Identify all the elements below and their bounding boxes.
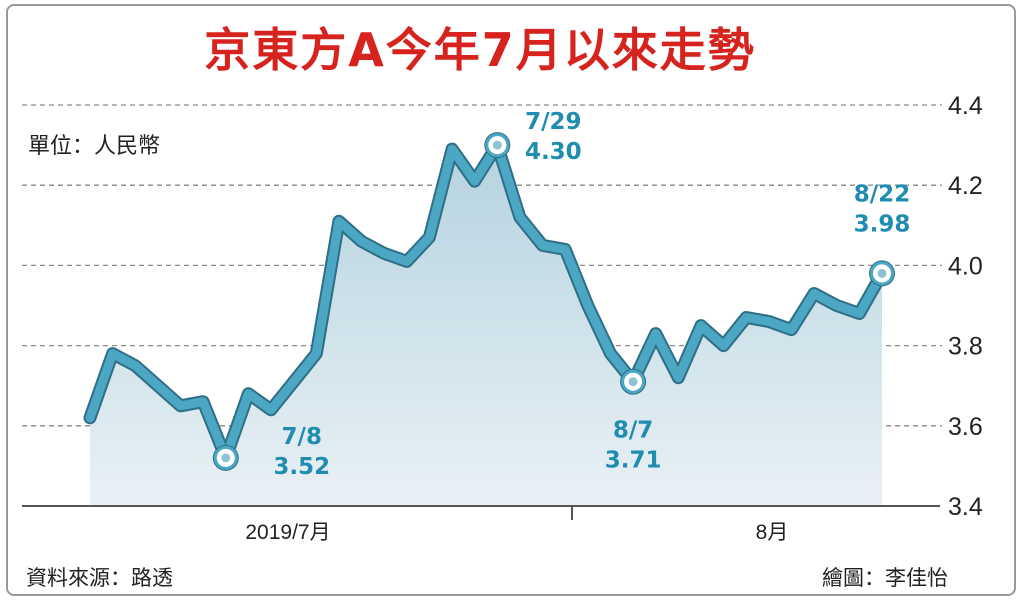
annotation-value: 3.98	[854, 211, 911, 237]
annotation-marker-dot	[221, 453, 231, 463]
area-fill-layer	[90, 145, 882, 506]
source-note: 資料來源：路透	[26, 566, 173, 590]
y-tick-label: 3.6	[948, 413, 983, 441]
annotation-value: 4.30	[525, 139, 582, 165]
annotation-value: 3.71	[605, 448, 662, 474]
y-tick-label: 4.0	[948, 252, 983, 280]
annotation-marker-dot	[492, 140, 502, 150]
y-axis-ticks: 4.4 4.2 4.0 3.8 3.6 3.4	[948, 92, 983, 521]
y-tick-label: 3.4	[948, 493, 983, 521]
chart-title: 京東方A今年7月以來走勢	[204, 23, 756, 77]
annotation-date: 8/7	[613, 418, 653, 444]
series-area	[90, 145, 882, 506]
x-axis-ticks: 2019/7月 8月	[245, 521, 788, 544]
y-tick-label: 3.8	[948, 333, 983, 361]
y-tick-label: 4.4	[948, 92, 983, 120]
y-tick-label: 4.2	[948, 172, 983, 200]
annotation-value: 3.52	[273, 454, 330, 480]
unit-label: 單位：人民幣	[28, 134, 161, 159]
annotation-marker-dot	[877, 268, 887, 278]
annotation-date: 8/22	[854, 181, 910, 207]
annotation-marker-dot	[628, 377, 638, 387]
x-tick-label: 8月	[756, 521, 789, 544]
annotation-date: 7/29	[525, 109, 581, 135]
annotation-date: 7/8	[282, 424, 322, 450]
annotation-layer: 7/8 3.52 7/29 4.30 8/7 3.71 8/22 3.98	[212, 109, 911, 480]
credit-note: 繪圖：李佳怡	[822, 566, 948, 590]
x-tick-label: 2019/7月	[245, 521, 330, 544]
